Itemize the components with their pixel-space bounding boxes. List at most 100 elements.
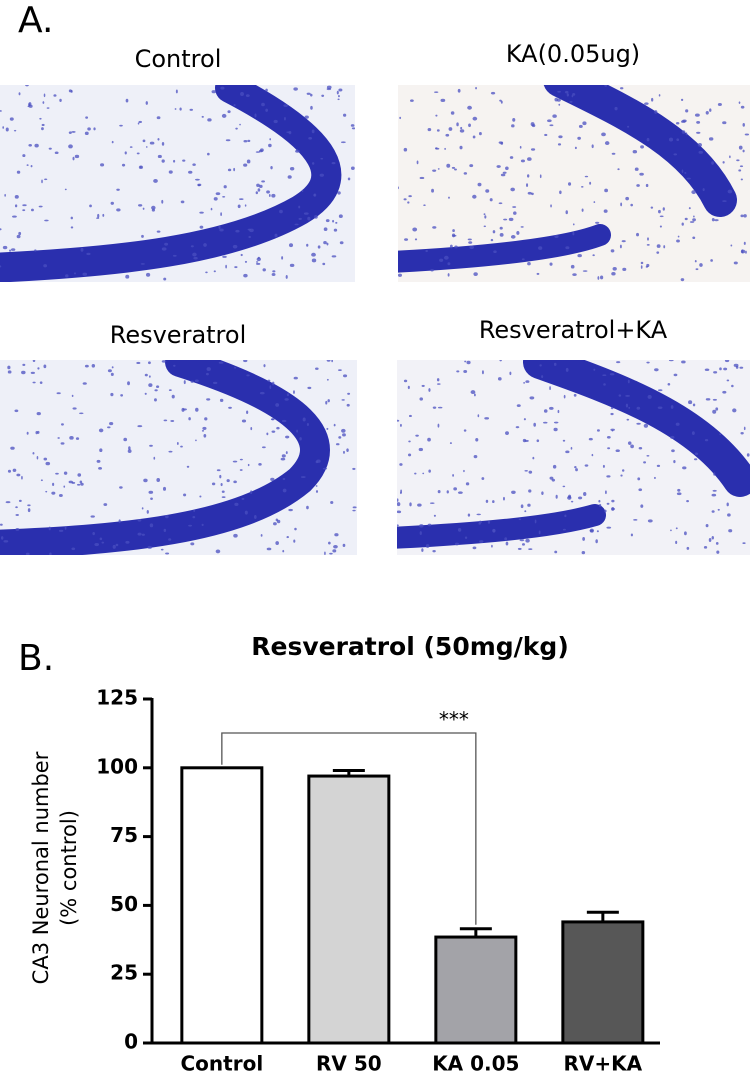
cell [596,530,599,533]
cell [539,174,542,179]
cell [234,266,238,269]
cell [582,121,587,126]
cell [614,106,618,111]
cell [676,239,680,243]
cell [148,375,151,378]
error-bar [586,910,619,922]
cell [444,255,449,260]
cell [183,380,186,385]
cell [464,360,467,363]
cell [267,379,271,382]
cell [56,392,61,395]
y-axis-label: CA3 Neuronal number [29,751,53,984]
cell [188,170,193,174]
cell [107,426,111,429]
cell [203,433,207,438]
cell [467,238,472,241]
cell [193,256,198,260]
cell [434,91,439,93]
cell [58,494,63,498]
cell [419,176,425,180]
cell [271,272,276,277]
cell [699,263,703,267]
cell [288,243,294,248]
cell [288,508,293,512]
cell [562,528,566,531]
cell [171,394,175,399]
cell [493,250,497,254]
cell [286,393,290,397]
cell [197,183,202,187]
cell [175,89,178,94]
cell [179,107,182,111]
cell [680,278,685,282]
cell [683,531,687,536]
cell [449,442,452,445]
cell [96,459,101,463]
cell [437,423,440,428]
cell [689,221,695,223]
cell [118,519,121,524]
cell [659,215,664,218]
cell [293,390,295,394]
cell [263,364,266,368]
cell [553,421,559,424]
cell [80,247,84,252]
cell [397,524,399,527]
cell [182,408,187,411]
cell [275,403,280,407]
cell [286,536,289,539]
cell [722,161,725,164]
cell [703,545,708,549]
cell [630,533,633,537]
cell [247,228,252,231]
cell [456,122,459,127]
cell [351,127,355,130]
cell [207,118,212,122]
cell [225,139,231,142]
cell [727,513,731,517]
cell [728,529,733,533]
cell [588,437,593,441]
cell [423,204,426,207]
cell [575,468,578,472]
cell [221,496,226,498]
cell [632,150,638,154]
cell [63,471,68,475]
cell [528,489,532,493]
cell [156,230,161,233]
cell [464,536,468,539]
cell [304,115,309,119]
cell [337,369,342,371]
cell [255,151,261,153]
cell [478,522,481,525]
cell [232,460,238,463]
cell [149,141,155,145]
cell [430,269,434,272]
cell [673,373,678,377]
cell [515,426,520,429]
cell [72,156,75,161]
cell [98,467,103,470]
cell [308,136,313,140]
cell [124,151,127,155]
cell [294,527,297,531]
cell-layer [543,85,737,217]
cell [245,94,250,97]
cell [541,375,544,379]
cell [193,509,196,512]
cell [568,182,572,186]
cell [694,452,699,456]
cell [447,273,450,277]
cell [7,365,11,370]
cell [463,172,468,175]
cell [552,464,557,469]
cell [604,509,607,513]
cell [686,177,691,180]
cell [529,396,535,400]
cell [15,506,18,509]
cell [658,94,661,97]
cell [248,235,251,239]
cell [745,250,747,254]
